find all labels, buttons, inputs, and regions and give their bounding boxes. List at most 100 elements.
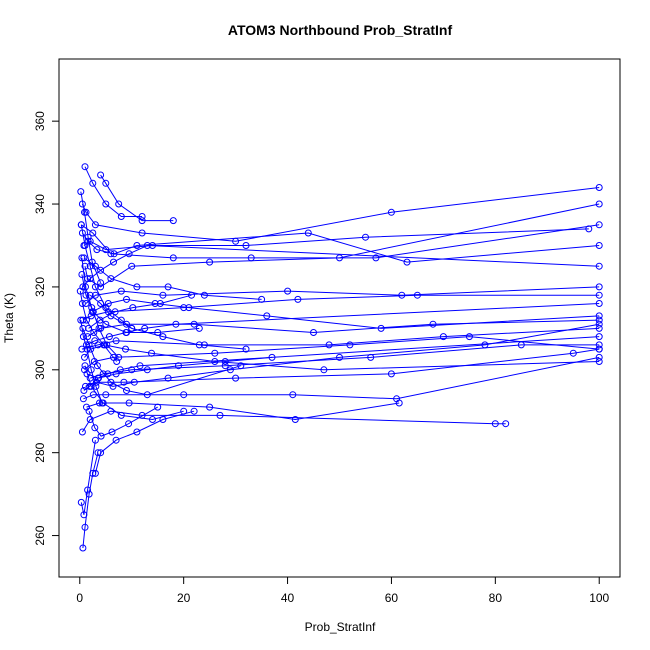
- series-28: [85, 403, 162, 440]
- data-point: [123, 295, 130, 303]
- data-point: [113, 358, 121, 365]
- data-point: [216, 411, 224, 419]
- data-point: [143, 391, 151, 399]
- data-point: [77, 188, 85, 196]
- series-13: [83, 399, 403, 423]
- data-point: [86, 416, 94, 423]
- series-line: [81, 224, 600, 259]
- data-point: [125, 399, 133, 407]
- data-point: [122, 345, 129, 353]
- data-point: [130, 378, 138, 386]
- data-point: [97, 279, 105, 287]
- data-point: [122, 329, 130, 336]
- data-point: [84, 486, 92, 494]
- data-point: [79, 395, 87, 403]
- data-point: [149, 416, 156, 423]
- data-point: [156, 300, 164, 307]
- data-point: [128, 366, 136, 374]
- data-point: [102, 391, 110, 399]
- data-point: [104, 370, 112, 378]
- data-point: [180, 407, 188, 415]
- data-point: [143, 366, 151, 374]
- data-point: [247, 254, 255, 262]
- data-point: [81, 353, 88, 361]
- plot-frame: [58, 58, 621, 578]
- data-point: [190, 320, 198, 328]
- data-point: [595, 333, 603, 341]
- series-line: [88, 406, 158, 437]
- data-point: [195, 341, 203, 349]
- data-point: [91, 221, 99, 229]
- data-point: [164, 374, 172, 382]
- data-point: [185, 304, 193, 312]
- data-point: [159, 291, 167, 299]
- data-point: [226, 366, 234, 374]
- data-point: [83, 341, 90, 349]
- data-point: [310, 329, 317, 336]
- data-point: [93, 362, 101, 370]
- data-point: [595, 353, 603, 361]
- series-line: [87, 319, 600, 338]
- data-point: [116, 366, 124, 374]
- data-point: [291, 416, 299, 423]
- data-point: [169, 217, 177, 225]
- data-point: [595, 358, 603, 365]
- series-37: [79, 242, 603, 291]
- data-point: [129, 304, 137, 312]
- series-30: [88, 295, 603, 332]
- data-point: [141, 324, 149, 332]
- y-tick-label: 320: [33, 277, 47, 297]
- series-line: [83, 356, 600, 400]
- data-point: [136, 362, 144, 370]
- series-34: [78, 254, 123, 361]
- data-point: [372, 254, 380, 262]
- data-point: [481, 341, 489, 349]
- data-point: [595, 300, 603, 307]
- data-point: [289, 391, 297, 399]
- data-point: [128, 262, 136, 270]
- data-point: [82, 300, 90, 307]
- series-12: [79, 353, 603, 403]
- data-point: [102, 200, 110, 208]
- data-point: [94, 374, 102, 382]
- series-line: [90, 344, 600, 379]
- data-point: [595, 312, 603, 320]
- data-point: [77, 221, 85, 229]
- data-point: [377, 324, 385, 332]
- series-32: [92, 320, 603, 390]
- data-point: [80, 511, 88, 519]
- data-point: [148, 349, 155, 357]
- data-point: [595, 200, 603, 208]
- x-tick-label: 80: [489, 591, 503, 605]
- data-point: [97, 432, 105, 440]
- data-point: [200, 291, 208, 299]
- y-tick-label: 260: [33, 525, 47, 545]
- data-point: [91, 262, 99, 270]
- data-point: [107, 378, 115, 386]
- series-29: [78, 229, 603, 266]
- series-line: [84, 344, 600, 371]
- data-point: [97, 266, 105, 274]
- data-point: [595, 341, 603, 349]
- series-line: [81, 410, 506, 433]
- data-point: [91, 283, 99, 291]
- series-16: [79, 449, 102, 552]
- data-point: [85, 407, 93, 415]
- series-17: [77, 436, 99, 519]
- series-line: [83, 336, 600, 391]
- data-point: [242, 345, 250, 353]
- data-point: [81, 208, 88, 216]
- series-line: [80, 440, 96, 515]
- data-point: [125, 420, 133, 428]
- data-point: [595, 316, 603, 324]
- data-point: [138, 229, 146, 237]
- y-tick-label: 360: [33, 111, 47, 131]
- data-point: [221, 358, 229, 365]
- data-point: [439, 333, 447, 341]
- data-point: [387, 370, 395, 378]
- series-line: [86, 402, 400, 421]
- series-line: [81, 187, 600, 242]
- data-point: [595, 291, 603, 299]
- data-point: [90, 329, 98, 336]
- data-point: [465, 333, 473, 341]
